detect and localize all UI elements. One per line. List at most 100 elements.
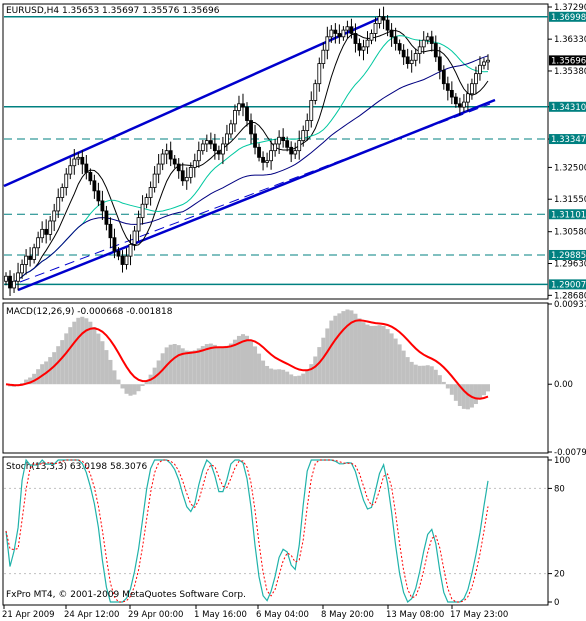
candle-body bbox=[92, 180, 97, 192]
macd-bar bbox=[20, 383, 25, 385]
macd-bar bbox=[305, 370, 310, 385]
candle-body bbox=[413, 53, 418, 61]
candle-body bbox=[12, 280, 16, 289]
macd-bar bbox=[176, 345, 181, 385]
candle-body bbox=[470, 83, 474, 95]
candle-body bbox=[156, 163, 161, 175]
candle-body bbox=[305, 120, 310, 131]
macd-bar bbox=[465, 384, 470, 410]
macd-bar bbox=[108, 359, 113, 385]
candle-body bbox=[68, 165, 73, 175]
candle-body bbox=[128, 244, 133, 257]
macd-bar bbox=[393, 338, 398, 385]
candle-body bbox=[353, 33, 358, 44]
time-tick-label: 21 Apr 2009 bbox=[2, 610, 55, 620]
price-badge bbox=[549, 279, 586, 290]
candle-body bbox=[108, 223, 113, 239]
macd-bar bbox=[413, 364, 418, 385]
macd-bar bbox=[76, 317, 81, 385]
candle-body bbox=[457, 103, 462, 108]
main-panel-frame bbox=[2, 3, 549, 300]
candle-body bbox=[160, 153, 165, 165]
time-tick-label: 24 Apr 12:00 bbox=[64, 610, 119, 620]
macd-bar bbox=[269, 368, 274, 385]
stoch-axis: 100 80 20 0 bbox=[548, 456, 570, 608]
macd-tick-label: -0.00792 bbox=[554, 448, 586, 458]
macd-bar bbox=[353, 313, 358, 385]
macd-bar bbox=[289, 374, 294, 385]
macd-bar bbox=[184, 350, 189, 385]
horizontal-levels[interactable] bbox=[4, 16, 548, 286]
price-badge-label: 1.31101 bbox=[551, 210, 586, 220]
candle-body bbox=[176, 163, 181, 172]
candle-body bbox=[32, 247, 37, 260]
candle-body bbox=[385, 19, 390, 31]
macd-bar bbox=[96, 333, 101, 385]
macd-bar bbox=[365, 324, 370, 385]
price-badge-label: 1.34310 bbox=[551, 103, 586, 113]
candle-body bbox=[349, 26, 354, 34]
candle-body bbox=[325, 36, 330, 51]
candle-body bbox=[168, 150, 173, 160]
macd-bar bbox=[124, 384, 129, 394]
ma-mid-line bbox=[5, 35, 489, 283]
macd-bar bbox=[156, 360, 161, 385]
candle-body bbox=[4, 275, 8, 282]
price-tick-label: 1.36330 bbox=[554, 35, 586, 45]
candle-body bbox=[261, 156, 265, 163]
macd-bar bbox=[188, 350, 193, 385]
candle-body bbox=[96, 190, 101, 202]
macd-bar bbox=[385, 329, 390, 385]
macd-tick-label: 0.00 bbox=[554, 380, 573, 390]
macd-bar bbox=[461, 384, 466, 409]
candle-body bbox=[337, 33, 342, 38]
macd-bar bbox=[417, 365, 422, 385]
candle-body bbox=[277, 136, 282, 145]
candle-body bbox=[152, 173, 157, 188]
candle-body bbox=[192, 160, 197, 168]
candle-body bbox=[249, 120, 253, 135]
candle-body bbox=[188, 167, 193, 178]
candle-body bbox=[229, 123, 233, 135]
macd-bar bbox=[60, 340, 65, 385]
channel-lower-line[interactable] bbox=[17, 98, 496, 292]
candle-body bbox=[241, 103, 245, 108]
candle-body bbox=[164, 150, 169, 155]
candle-body bbox=[132, 230, 137, 245]
macd-bar bbox=[477, 384, 482, 400]
candle-body bbox=[301, 130, 306, 142]
macd-bar bbox=[224, 345, 229, 385]
macd-bar bbox=[357, 318, 362, 385]
price-axis: 1.37290 1.36330 1.35380 1.34310 1.33347 1.325… bbox=[548, 3, 586, 301]
candle-body bbox=[36, 237, 41, 249]
candle-body bbox=[317, 63, 322, 85]
macd-histogram bbox=[8, 309, 490, 410]
macd-bar bbox=[345, 309, 350, 385]
candle-body bbox=[309, 100, 314, 121]
candle-body bbox=[441, 69, 446, 85]
macd-bar bbox=[56, 346, 61, 385]
macd-bar bbox=[128, 384, 133, 396]
candle-body bbox=[445, 83, 450, 91]
macd-bar bbox=[200, 346, 205, 385]
macd-bar bbox=[196, 348, 201, 385]
channel-upper-line[interactable] bbox=[3, 16, 381, 188]
candle-body bbox=[373, 23, 378, 34]
trend-channel[interactable] bbox=[3, 16, 496, 292]
candle-body bbox=[265, 160, 269, 163]
macd-panel-title: MACD(12,26,9) -0.000668 -0.001818 bbox=[6, 307, 173, 317]
candle-body bbox=[84, 163, 89, 173]
macd-bar bbox=[24, 379, 29, 385]
macd-axis: 0.009375 0.00 -0.00792 bbox=[548, 300, 586, 458]
candle-body bbox=[112, 237, 117, 252]
macd-bar bbox=[441, 381, 446, 385]
candle-body bbox=[297, 140, 302, 152]
macd-bar bbox=[253, 346, 258, 385]
macd-bar bbox=[285, 371, 290, 385]
candle-body bbox=[196, 150, 201, 162]
macd-signal-polyline bbox=[5, 319, 489, 400]
candle-body bbox=[120, 255, 125, 265]
macd-bar bbox=[68, 327, 73, 385]
candle-body bbox=[409, 59, 414, 64]
